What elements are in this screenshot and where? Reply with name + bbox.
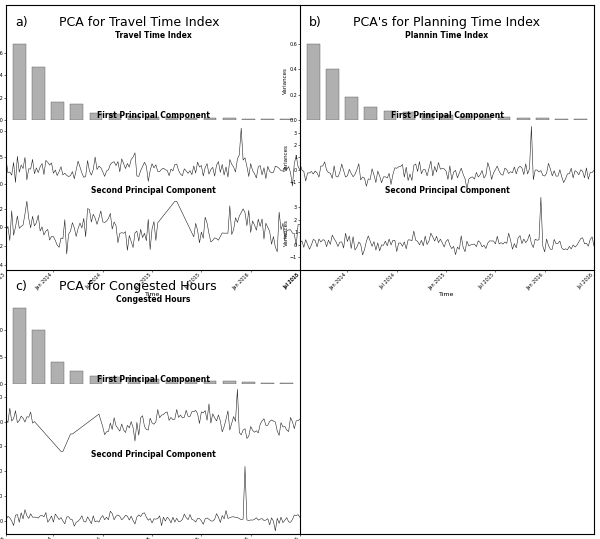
- Bar: [280, 119, 293, 120]
- Bar: [536, 118, 548, 120]
- Bar: [422, 114, 434, 120]
- Bar: [52, 362, 64, 384]
- Bar: [574, 119, 587, 120]
- X-axis label: Time: Time: [145, 293, 161, 298]
- Bar: [13, 308, 26, 384]
- Text: b): b): [309, 16, 322, 29]
- Text: PCA for Travel Time Index: PCA for Travel Time Index: [59, 16, 220, 29]
- Bar: [346, 97, 358, 120]
- Title: First Principal Component: First Principal Component: [97, 111, 209, 120]
- Bar: [441, 115, 453, 120]
- Text: a): a): [15, 16, 28, 29]
- Title: First Principal Component: First Principal Component: [97, 375, 209, 384]
- Bar: [32, 330, 44, 384]
- Bar: [204, 118, 217, 120]
- Bar: [242, 382, 254, 384]
- Bar: [185, 381, 197, 384]
- Text: PCA for Congested Hours: PCA for Congested Hours: [59, 280, 217, 293]
- Y-axis label: Variances: Variances: [284, 219, 289, 246]
- Y-axis label: Variances: Variances: [284, 144, 289, 171]
- X-axis label: PCA: PCA: [147, 385, 159, 391]
- Bar: [185, 118, 197, 120]
- Bar: [403, 113, 415, 120]
- Bar: [326, 70, 338, 120]
- Title: First Principal Component: First Principal Component: [391, 111, 503, 120]
- Text: c): c): [15, 280, 26, 293]
- Title: Congested Hours: Congested Hours: [116, 295, 190, 304]
- Text: PCA's for Planning Time Index: PCA's for Planning Time Index: [353, 16, 540, 29]
- X-axis label: PCA: PCA: [147, 121, 159, 127]
- Bar: [517, 118, 530, 120]
- Bar: [109, 114, 121, 120]
- Bar: [383, 111, 396, 120]
- Bar: [556, 119, 568, 120]
- Bar: [479, 116, 491, 120]
- Bar: [32, 67, 44, 120]
- Title: Plannin Time Index: Plannin Time Index: [406, 31, 488, 40]
- Bar: [307, 44, 320, 120]
- Title: Second Principal Component: Second Principal Component: [385, 186, 509, 195]
- Title: Travel Time Index: Travel Time Index: [115, 31, 191, 40]
- Y-axis label: Variances: Variances: [283, 67, 288, 94]
- Bar: [262, 119, 274, 120]
- Bar: [70, 371, 83, 384]
- Bar: [262, 383, 274, 384]
- Bar: [147, 379, 159, 384]
- Bar: [223, 382, 236, 384]
- Bar: [166, 118, 178, 120]
- Bar: [166, 380, 178, 384]
- Bar: [89, 376, 102, 384]
- Bar: [223, 119, 236, 120]
- Bar: [128, 378, 140, 384]
- Title: Second Principal Component: Second Principal Component: [91, 450, 215, 459]
- Bar: [89, 113, 102, 120]
- Bar: [204, 381, 217, 384]
- Bar: [13, 44, 26, 120]
- X-axis label: Time: Time: [439, 293, 455, 298]
- Bar: [109, 377, 121, 384]
- Bar: [128, 116, 140, 120]
- Bar: [70, 105, 83, 120]
- Bar: [460, 116, 472, 120]
- Bar: [242, 119, 254, 120]
- Bar: [280, 383, 293, 384]
- Bar: [52, 102, 64, 120]
- Bar: [498, 117, 511, 120]
- Bar: [147, 117, 159, 120]
- Title: Second Principal Component: Second Principal Component: [91, 186, 215, 195]
- Bar: [364, 107, 377, 120]
- X-axis label: PCA: PCA: [441, 121, 453, 127]
